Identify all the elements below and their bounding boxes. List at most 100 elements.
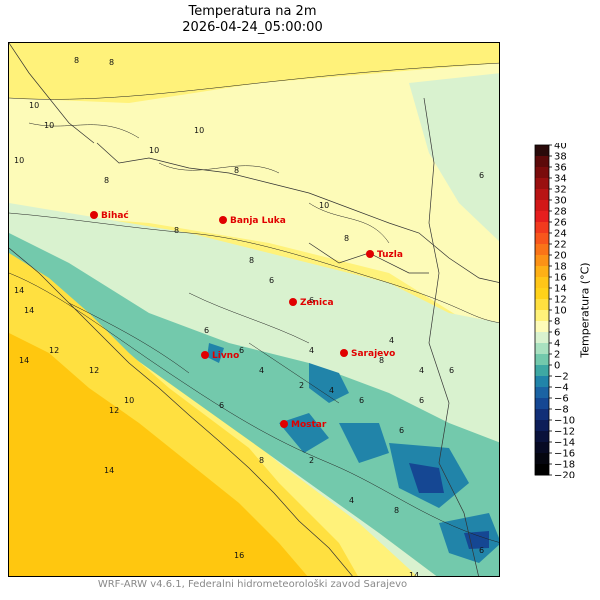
colorbar-swatch (535, 376, 549, 388)
colorbar-swatch (535, 277, 549, 289)
contour-label: 10 (29, 101, 39, 110)
colorbar: 40 38 36 34 32 30 28 26 24 22 20 18 16 14 12 10 8 6 4 2 0 −2−… (530, 141, 600, 482)
contour-label: 6 (269, 276, 274, 285)
contour-label: 6 (309, 296, 314, 305)
colorbar-tick-label: 2 (554, 350, 560, 361)
colorbar-tick-label: 34 (554, 174, 567, 185)
colorbar-swatch (535, 167, 549, 179)
contour-line (158, 162, 280, 174)
colorbar-tick-label: −12 (554, 427, 575, 438)
colorbar-swatch (535, 233, 549, 245)
contour-label: 16 (234, 551, 244, 560)
colorbar-tick-label: −2 (554, 372, 569, 383)
colorbar-tick-label: −20 (554, 471, 575, 479)
colorbar-tick-label: 24 (554, 229, 567, 240)
contour-label: 8 (109, 58, 114, 67)
contour-label: 4 (349, 496, 354, 505)
city-marker-mostar: Mostar (280, 420, 327, 430)
colorbar-swatch (535, 222, 549, 234)
contour-label: 2 (299, 381, 304, 390)
colorbar-swatch (535, 299, 549, 311)
contour-line (9, 272, 499, 543)
border-line (9, 43, 95, 144)
colorbar-swatch (535, 398, 549, 410)
contour-label: 2 (309, 456, 314, 465)
colorbar-swatch (535, 321, 549, 333)
contour-label: 8 (174, 226, 179, 235)
contour-label: 14 (104, 466, 114, 475)
colorbar-tick-label: −8 (554, 405, 569, 416)
contour-line (248, 342, 340, 404)
contour-label: 6 (479, 171, 484, 180)
city-label: Zenica (300, 298, 334, 308)
colorbar-tick-label: −6 (554, 394, 569, 405)
contour-label: 6 (419, 396, 424, 405)
contour-label: 12 (109, 406, 119, 415)
city-label: Sarajevo (351, 349, 395, 359)
city-marker-bihać: Bihać (90, 210, 129, 221)
colorbar-tick-label: −18 (554, 460, 575, 471)
contour-label: 14 (409, 571, 419, 577)
contour-label: 4 (329, 386, 334, 395)
colorbar-swatch (535, 420, 549, 432)
colorbar-tick-label: 4 (554, 339, 560, 350)
contour-label: 8 (379, 356, 384, 365)
contour-label: 6 (219, 401, 224, 410)
sea-warm-field (9, 333, 308, 576)
colorbar-swatch (535, 266, 549, 278)
mild-field (9, 63, 499, 342)
colorbar-swatch (535, 409, 549, 421)
city-label: Tuzla (377, 250, 403, 260)
contour-line (68, 302, 190, 374)
colorbar-tick-label: 14 (554, 284, 567, 295)
contour-label: 8 (394, 506, 399, 515)
border-line (423, 97, 479, 576)
contour-label: 10 (124, 396, 134, 405)
city-label: Mostar (291, 420, 327, 430)
colorbar-tick-label: 36 (554, 163, 567, 174)
colorbar-swatch (535, 156, 549, 168)
colorbar-swatch (535, 189, 549, 201)
city-dot (280, 420, 288, 428)
contour-label: 10 (44, 121, 54, 130)
chart-title-block: Temperatura na 2m 2026-04-24_05:00:00 (0, 4, 505, 36)
map-title: Temperatura na 2m (188, 4, 317, 19)
coldest-pocket-1 (409, 463, 444, 493)
city-dot (201, 351, 209, 359)
contour-label: 8 (74, 56, 79, 65)
cold-field (9, 233, 499, 576)
colorbar-swatch (535, 464, 549, 476)
contour-label: 10 (194, 126, 204, 135)
colorbar-swatch (535, 431, 549, 443)
contour-line (188, 292, 310, 344)
contour-line (9, 62, 499, 100)
contour-label: 14 (19, 356, 29, 365)
city-dot (289, 298, 297, 306)
colorbar-swatch (535, 178, 549, 190)
contour-label: 8 (344, 234, 349, 243)
contour-label: 14 (14, 286, 24, 295)
map-canvas: 8 10 10 8 10 10 8 10 8 6 8 10 6 8 6 10 8 6 14 12 12 14 12 14 4 6 6… (9, 43, 499, 577)
colorbar-tick-label: 32 (554, 185, 567, 196)
colorbar-tick-label: 16 (554, 273, 567, 284)
colorbar-tick-label: 20 (554, 251, 567, 262)
cool-field-northeast (409, 73, 499, 242)
contour-label: 4 (309, 346, 314, 355)
contour-label: 6 (239, 346, 244, 355)
city-marker-livno: Livno (201, 351, 239, 361)
city-dot (90, 211, 98, 219)
colorbar-swatch (535, 244, 549, 256)
city-marker-banja-luka: Banja Luka (219, 216, 286, 226)
footer-credit: WRF-ARW v4.6.1, Federalni hidrometeorolo… (97, 579, 408, 590)
colorbar-canvas: 4038363432302826242220181614121086420−2−… (534, 141, 575, 482)
city-dot (340, 349, 348, 357)
cold-pocket-3 (339, 423, 389, 463)
contour-label: 8 (104, 176, 109, 185)
colorbar-swatch (535, 255, 549, 267)
colorbar-tick-label: 0 (554, 361, 560, 372)
colorbar-swatch (535, 387, 549, 399)
colorbar-swatch (535, 200, 549, 212)
cold-pocket-6 (207, 343, 224, 363)
colorbar-tick-label: 8 (554, 317, 560, 328)
contour-label: 12 (49, 346, 59, 355)
